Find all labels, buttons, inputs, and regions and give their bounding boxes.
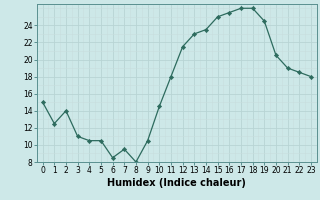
X-axis label: Humidex (Indice chaleur): Humidex (Indice chaleur) [108,178,246,188]
